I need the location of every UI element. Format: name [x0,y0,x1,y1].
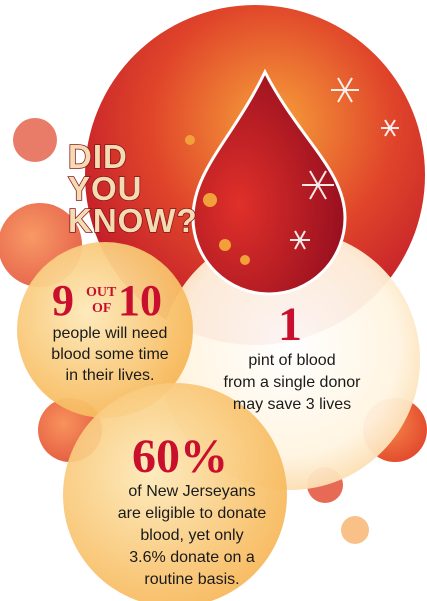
fact-small: OF [92,301,111,316]
decoration [0,5,427,601]
fact-1: 9 OUT OF 10 people will need blood some … [51,276,168,384]
fact-text: blood, yet only [140,527,243,544]
fact-text: people will need [53,325,168,342]
fact-text: may save 3 lives [233,396,351,413]
fact-text: in their lives. [66,367,155,384]
fact-text: of New Jerseyans [128,483,255,500]
header-line: YOU [68,170,143,207]
fact-number: 10 [118,276,162,325]
header: DID YOU KNOW? [67,137,198,240]
fact-3: 60% of New Jerseyans are eligible to don… [118,430,267,588]
fact-text: 3.6% donate on a [129,549,255,566]
fact-text: blood some time [51,346,168,363]
header-line: DID [68,138,128,175]
fact-2: 1 pint of blood from a single donor may … [224,298,362,413]
fact-text: from a single donor [224,374,362,391]
header-line: KNOW? [68,202,198,239]
fact-number: 60% [132,430,228,483]
fact-number: 9 [52,276,74,325]
fact-text: are eligible to donate [118,505,267,522]
fact-text: routine basis. [144,571,239,588]
fact-small: OUT [86,285,117,300]
fact-number: 1 [278,298,302,351]
fact-text: pint of blood [248,352,335,369]
